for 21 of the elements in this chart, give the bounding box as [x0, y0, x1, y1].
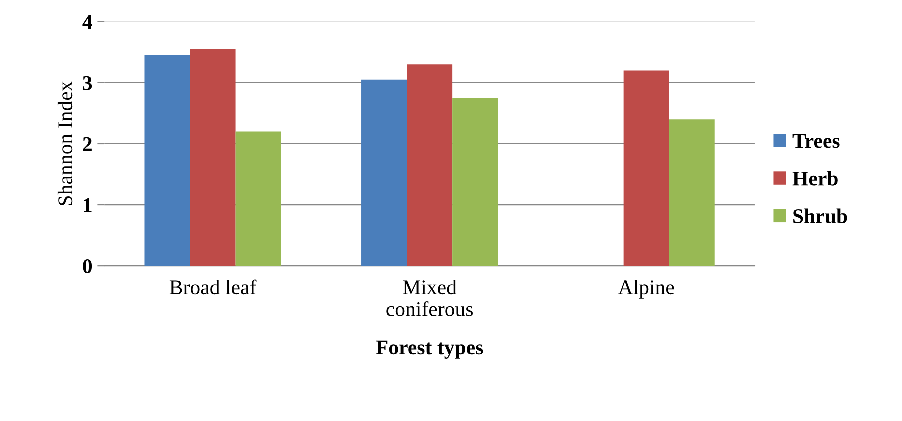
bar	[144, 55, 190, 266]
bar	[190, 49, 236, 266]
x-axis-title: Forest types	[376, 340, 484, 359]
y-tick-label: 2	[83, 137, 92, 152]
y-tick-label: 1	[84, 198, 92, 212]
legend-label: Shrub	[794, 208, 848, 224]
x-tick-label: Mixed coniferous	[386, 280, 474, 316]
bar	[624, 70, 670, 266]
x-tick-label: Broad leaf	[170, 280, 257, 295]
legend-label: Herb	[792, 171, 838, 186]
y-tick-label: 3	[83, 76, 92, 90]
bar	[407, 64, 453, 266]
legend-label: Trees	[792, 134, 840, 148]
y-tick-label: 0	[83, 259, 92, 274]
bar	[452, 98, 498, 266]
bar	[236, 132, 282, 266]
bar	[669, 120, 715, 266]
y-axis-title: Shannon Index	[58, 81, 73, 206]
x-tick-label: Alpine	[618, 280, 674, 299]
y-tick-label: 4	[82, 15, 92, 30]
bar	[362, 80, 408, 266]
